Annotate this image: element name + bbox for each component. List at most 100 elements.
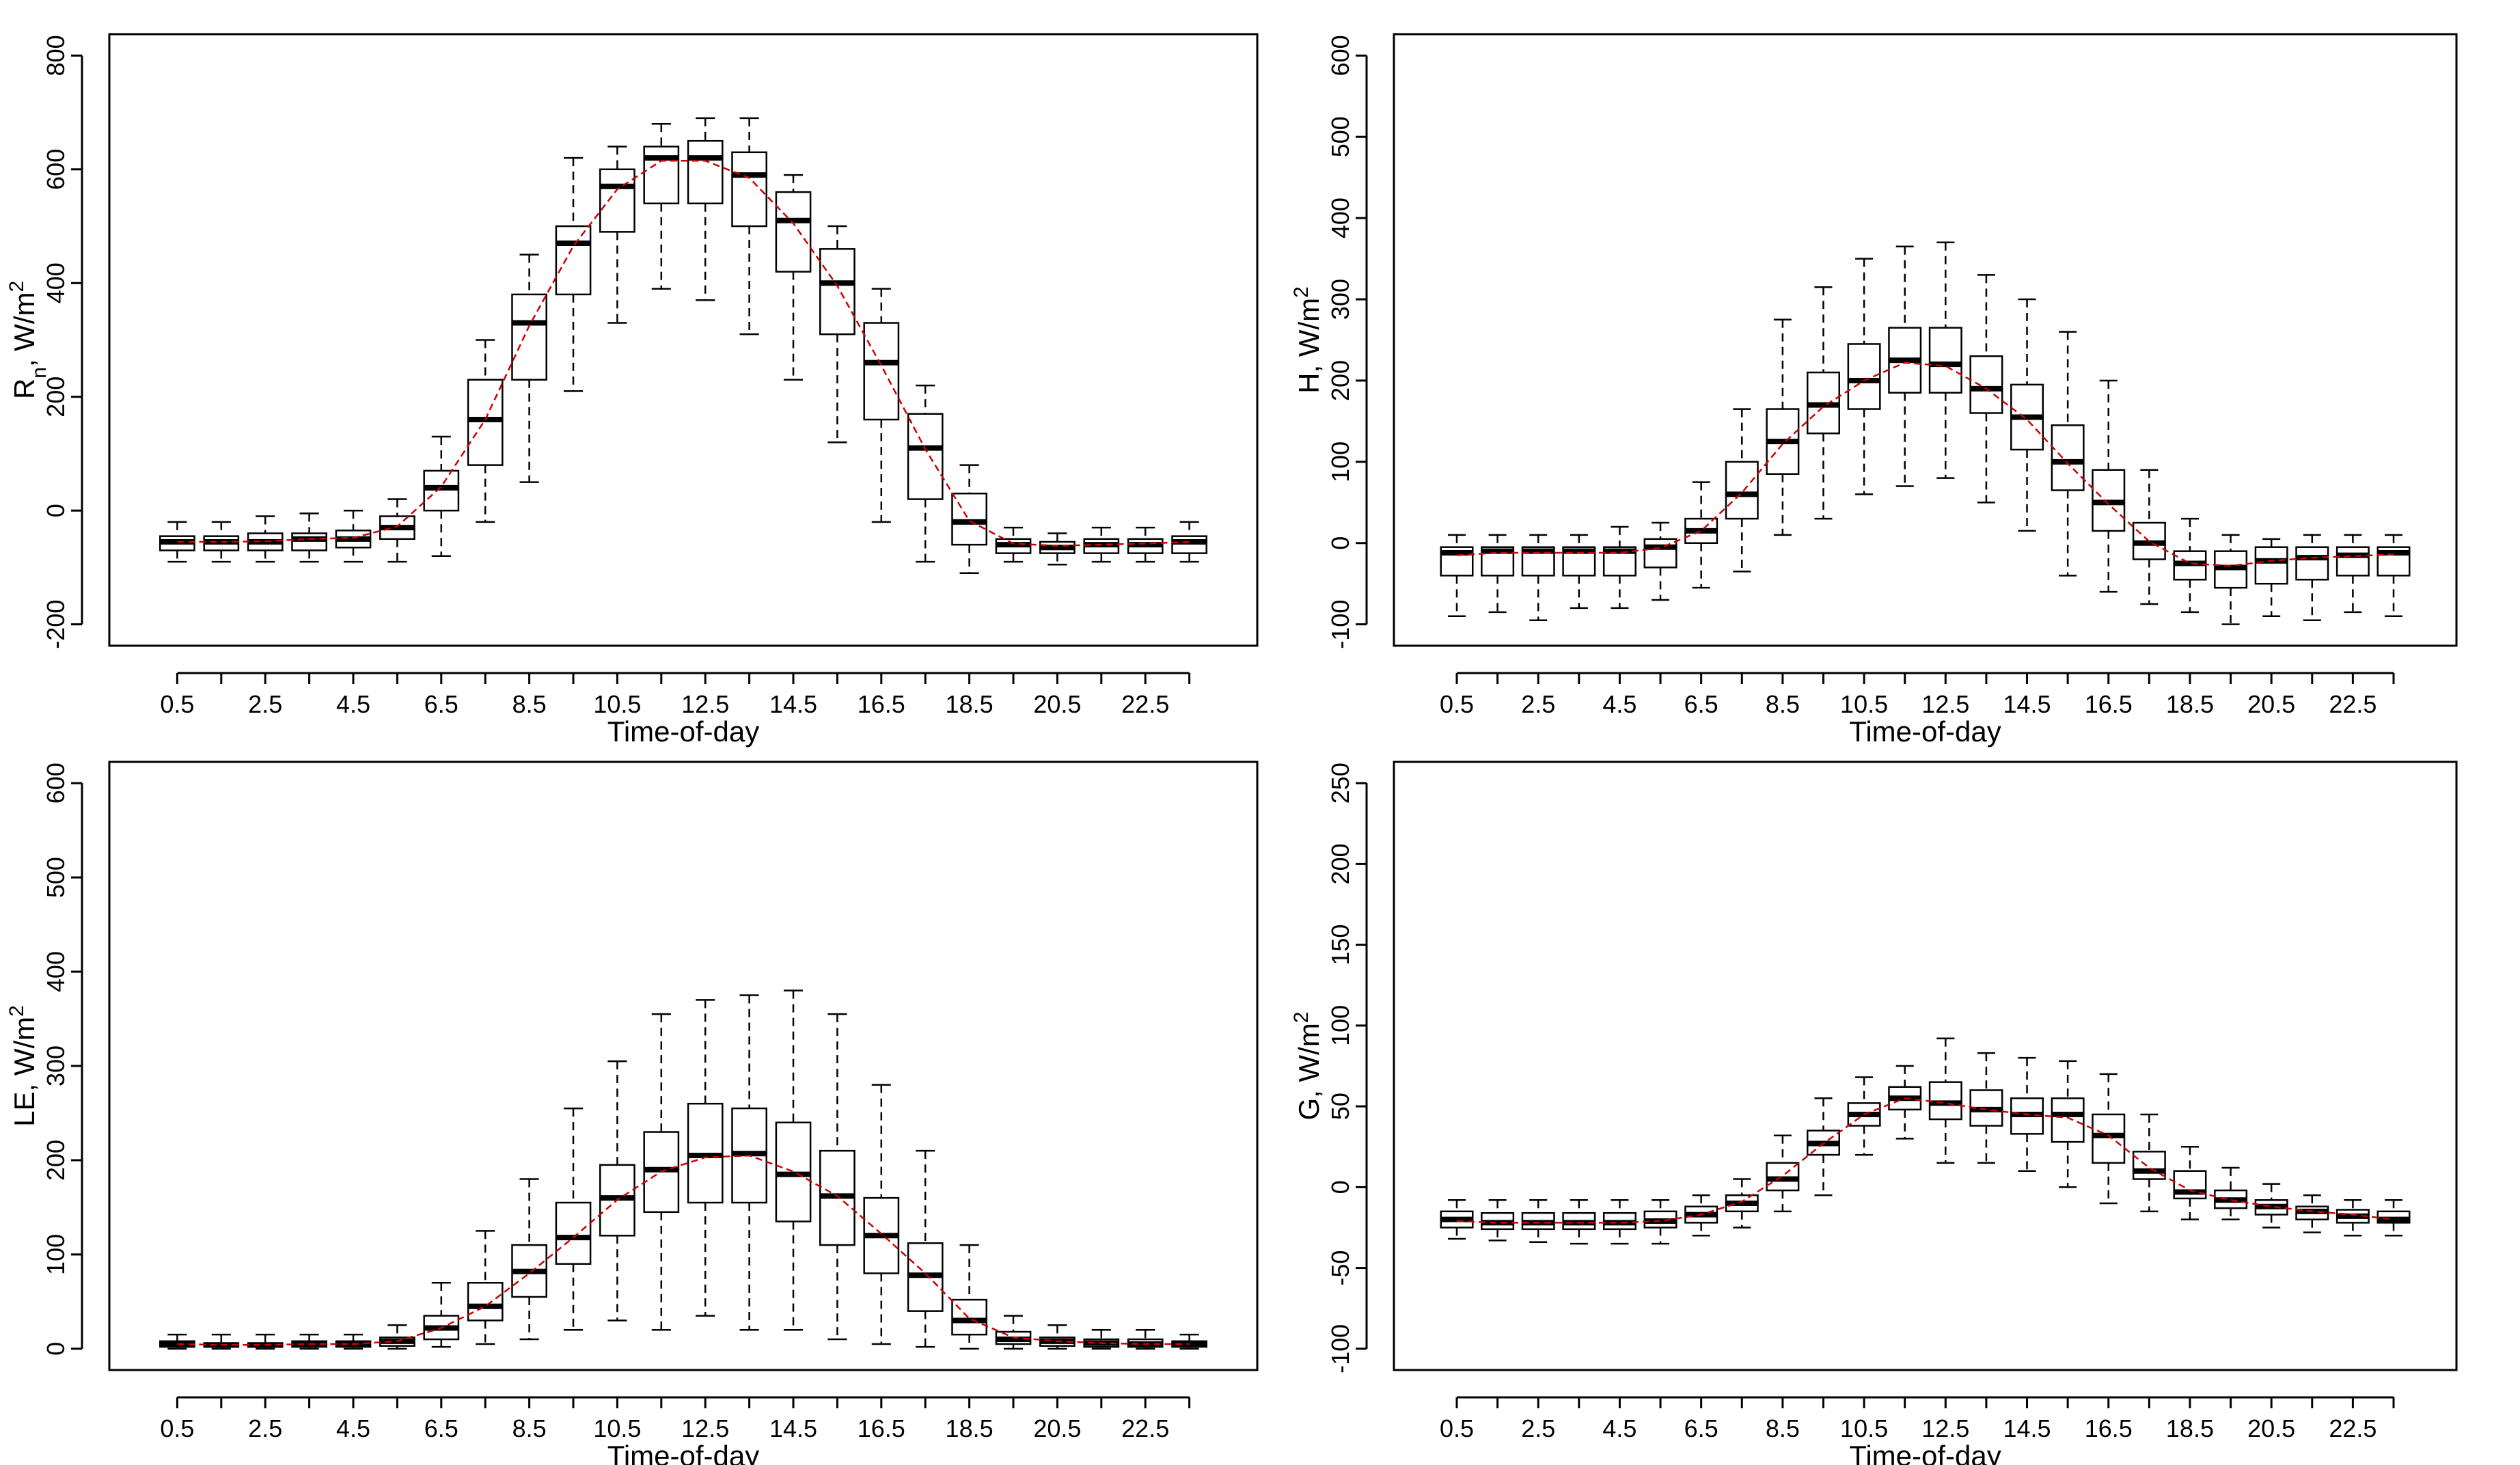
box-15.5	[819, 225, 855, 443]
box-11.5	[643, 1013, 680, 1331]
y-tick-label: 100	[42, 1234, 70, 1275]
box-4.5	[1602, 525, 1636, 610]
box-7.5	[1725, 408, 1759, 573]
box-20.5	[1039, 532, 1076, 566]
y-tick-label: 0	[42, 1342, 70, 1356]
box-7.5	[467, 1230, 504, 1345]
y-tick-label: 150	[1326, 925, 1354, 966]
x-tick-label: 10.5	[593, 1414, 641, 1442]
box-11.5	[643, 122, 680, 290]
x-tick-label: 18.5	[2166, 1414, 2214, 1442]
box-4.5	[335, 509, 372, 563]
y-tick-label: 200	[42, 1140, 70, 1181]
x-tick-label: 22.5	[1121, 1414, 1169, 1442]
iqr-box	[775, 191, 812, 273]
box-0.5	[1440, 534, 1474, 618]
x-tick-label: 22.5	[2329, 690, 2377, 718]
x-tick-label: 12.5	[681, 1414, 729, 1442]
box-22.5	[2336, 534, 2370, 614]
iqr-box	[1171, 535, 1207, 554]
y-axis-label: G, W/m2	[1290, 1012, 1326, 1121]
box-9.5	[1806, 1097, 1840, 1196]
y-tick-label: -100	[1326, 1324, 1354, 1373]
y-tick-label: 600	[42, 763, 70, 804]
box-1.5	[1481, 1199, 1515, 1242]
iqr-box	[2336, 546, 2370, 577]
iqr-box	[1969, 355, 2003, 414]
box-4.5	[1602, 1199, 1636, 1245]
x-tick-label: 4.5	[1602, 1414, 1636, 1442]
x-tick-label: 6.5	[1684, 690, 1718, 718]
box-8.5	[1766, 318, 1800, 536]
mean-curve	[1456, 1097, 2394, 1224]
mean-curve	[177, 1154, 1190, 1346]
box-0.5	[1440, 1199, 1474, 1240]
box-19.5	[2214, 534, 2248, 625]
x-tick-label: 0.5	[160, 690, 194, 718]
y-axis-label: LE, W/m2	[5, 1005, 41, 1127]
box-2.5	[1521, 534, 1555, 621]
iqr-box	[555, 1201, 592, 1265]
x-tick-label: 22.5	[2329, 1414, 2377, 1442]
box-14.5	[775, 174, 812, 381]
box-22.5	[2336, 1199, 2370, 1237]
x-tick-label: 4.5	[336, 1414, 370, 1442]
x-tick-label: 2.5	[248, 690, 282, 718]
y-tick-label: 100	[1326, 441, 1354, 482]
iqr-box	[1725, 461, 1759, 520]
chart-panel-top-left: -200 0 200 400 600 800 0.5 2.5 4.5 6.5 8.5 10.5 12.5…	[5, 33, 1259, 748]
box-16.5	[2092, 379, 2126, 593]
box-6.5	[1684, 481, 1718, 589]
box-10.5	[1847, 258, 1881, 495]
chart-panel-top-right: -100 0 100 200 300 400 500 600 0.5 2.5 4.5 6.5 8.5 10…	[1290, 33, 2458, 748]
x-tick-label: 10.5	[1840, 1414, 1888, 1442]
x-tick-label: 16.5	[2085, 1414, 2133, 1442]
y-tick-label: 300	[1326, 279, 1354, 320]
x-tick-label: 6.5	[424, 690, 458, 718]
iqr-box	[1643, 538, 1677, 569]
plot-frame	[1393, 33, 2458, 647]
box-6.5	[423, 1282, 460, 1348]
x-tick-label: 20.5	[1033, 1414, 1081, 1442]
box-16.5	[2092, 1073, 2126, 1205]
iqr-box	[951, 1298, 987, 1336]
y-tick-label: 400	[1326, 197, 1354, 238]
iqr-box	[2295, 546, 2329, 581]
y-tick-label: 300	[42, 1045, 70, 1086]
box-6.5	[423, 435, 460, 558]
iqr-box	[599, 168, 635, 233]
x-axis-label: Time-of-day	[1849, 715, 2001, 748]
box-9.5	[1806, 286, 1840, 520]
iqr-box	[1928, 327, 1962, 394]
iqr-box	[511, 293, 547, 381]
box-9.5	[555, 156, 592, 392]
iqr-box	[2254, 546, 2288, 585]
box-12.5	[687, 999, 724, 1317]
y-tick-label: 800	[42, 35, 70, 76]
box-5.5	[1643, 521, 1677, 601]
x-tick-label: 8.5	[1766, 690, 1800, 718]
box-9.5	[555, 1107, 592, 1331]
y-tick-label: 0	[1326, 1180, 1354, 1194]
x-tick-label: 8.5	[512, 690, 547, 718]
box-12.5	[687, 117, 724, 301]
x-tick-label: 18.5	[946, 1414, 994, 1442]
box-7.5	[1725, 1178, 1759, 1229]
x-tick-label: 2.5	[1521, 690, 1555, 718]
y-tick-label: 400	[42, 262, 70, 303]
iqr-box	[2092, 1113, 2126, 1164]
y-tick-label: -50	[1326, 1250, 1354, 1286]
y-tick-label: 600	[42, 149, 70, 190]
x-tick-label: 2.5	[1521, 1414, 1555, 1442]
box-16.5	[863, 1084, 900, 1345]
box-5.5	[379, 498, 415, 563]
y-tick-label: 50	[1326, 1093, 1354, 1120]
box-14.5	[2010, 298, 2044, 532]
iqr-box	[423, 469, 460, 512]
iqr-box	[467, 379, 504, 466]
y-axis-label: H, W/m2	[1290, 286, 1326, 394]
x-tick-label: 6.5	[424, 1414, 458, 1442]
iqr-box	[863, 322, 900, 421]
mean-curve	[177, 160, 1190, 547]
x-tick-label: 16.5	[2085, 690, 2133, 718]
